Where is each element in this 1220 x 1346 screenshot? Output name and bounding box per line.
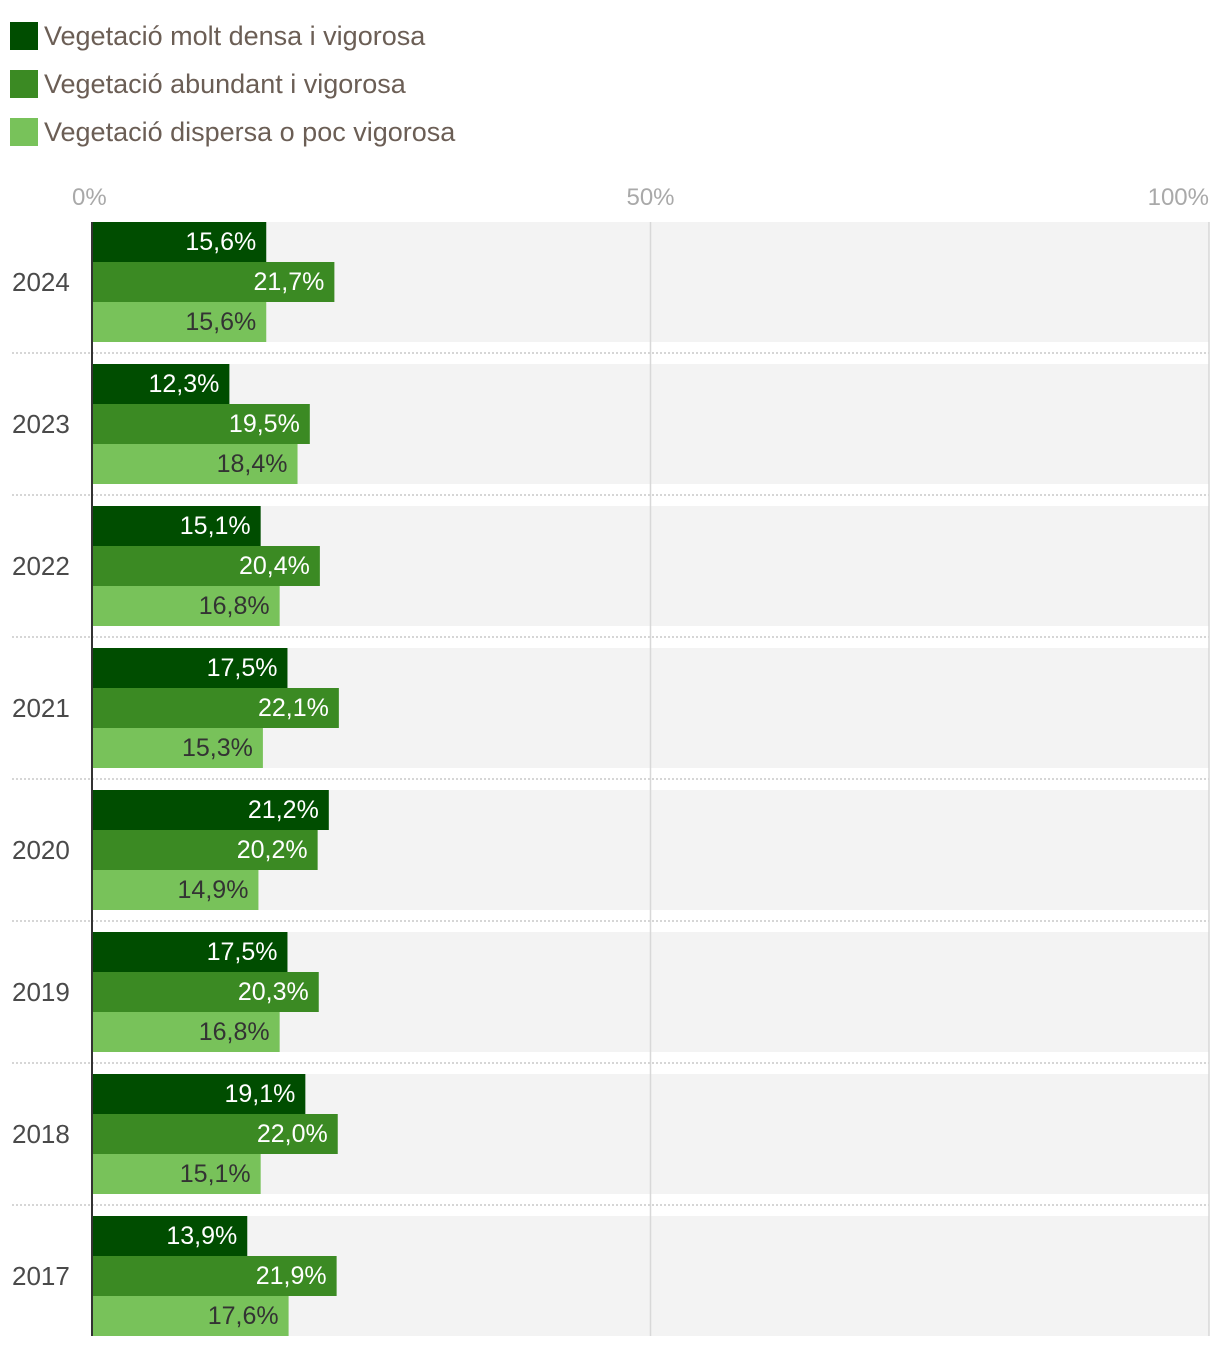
bar-value-label: 16,8%	[199, 1018, 270, 1046]
legend-item-sparse: Vegetació dispersa o poc vigorosa	[10, 108, 455, 156]
year-label: 2018	[12, 1119, 70, 1149]
legend-label-dense: Vegetació molt densa i vigorosa	[44, 20, 426, 51]
bar-value-label: 19,5%	[229, 410, 300, 438]
bar	[92, 1296, 289, 1336]
bar	[92, 790, 329, 830]
legend-swatch-abundant	[10, 70, 38, 98]
year-label: 2024	[12, 267, 70, 297]
bar	[92, 222, 267, 262]
bar-value-label: 16,8%	[199, 592, 270, 620]
bar-value-label: 15,6%	[185, 228, 256, 256]
bar-value-label: 20,2%	[237, 836, 308, 864]
bar	[92, 364, 230, 404]
bar	[92, 728, 263, 768]
bar	[92, 688, 339, 728]
bar	[92, 870, 259, 910]
bar-value-label: 15,6%	[185, 308, 256, 336]
bar	[92, 972, 319, 1012]
bar-value-label: 21,9%	[256, 1262, 327, 1290]
bar	[92, 506, 261, 546]
bar-value-label: 20,4%	[239, 552, 310, 580]
year-label: 2022	[12, 551, 70, 581]
bar	[92, 1216, 248, 1256]
year-label: 2021	[12, 693, 70, 723]
year-label: 2019	[12, 977, 70, 1007]
year-label: 2023	[12, 409, 70, 439]
bar-value-label: 20,3%	[238, 978, 309, 1006]
bar	[92, 1154, 261, 1194]
bar	[92, 1074, 306, 1114]
bar-value-label: 15,3%	[182, 734, 253, 762]
bar	[92, 932, 288, 972]
bar	[92, 586, 280, 626]
bar-value-label: 17,5%	[207, 654, 278, 682]
bar	[92, 404, 310, 444]
bar	[92, 830, 318, 870]
legend-label-sparse: Vegetació dispersa o poc vigorosa	[44, 116, 456, 147]
bar-value-label: 21,7%	[253, 268, 324, 296]
legend-item-abundant: Vegetació abundant i vigorosa	[10, 60, 455, 108]
year-label: 2017	[12, 1261, 70, 1291]
legend-item-dense: Vegetació molt densa i vigorosa	[10, 12, 455, 60]
bar-value-label: 19,1%	[224, 1080, 295, 1108]
legend-swatch-sparse	[10, 118, 38, 146]
bar	[92, 1012, 280, 1052]
x-tick-label: 0%	[72, 184, 107, 211]
bar-value-label: 14,9%	[178, 876, 249, 904]
bar-value-label: 17,6%	[208, 1302, 279, 1330]
bar-value-label: 15,1%	[180, 1160, 251, 1188]
bar	[92, 262, 335, 302]
bar	[92, 1114, 338, 1154]
bar-value-label: 18,4%	[217, 450, 288, 478]
legend-label-abundant: Vegetació abundant i vigorosa	[44, 68, 406, 99]
bar	[92, 302, 267, 342]
bar	[92, 648, 288, 688]
bar	[92, 546, 320, 586]
year-label: 2020	[12, 835, 70, 865]
bar	[92, 1256, 337, 1296]
bar-value-label: 17,5%	[207, 938, 278, 966]
x-tick-label: 50%	[626, 184, 674, 211]
legend: Vegetació molt densa i vigorosa Vegetaci…	[10, 12, 455, 156]
bar-value-label: 22,1%	[258, 694, 329, 722]
bar	[92, 444, 298, 484]
bar-value-label: 21,2%	[248, 796, 319, 824]
bar-value-label: 22,0%	[257, 1120, 328, 1148]
x-tick-label: 100%	[1148, 184, 1209, 211]
bar-value-label: 15,1%	[180, 512, 251, 540]
bar-value-label: 13,9%	[166, 1222, 237, 1250]
legend-swatch-dense	[10, 22, 38, 50]
bar-value-label: 12,3%	[149, 370, 220, 398]
